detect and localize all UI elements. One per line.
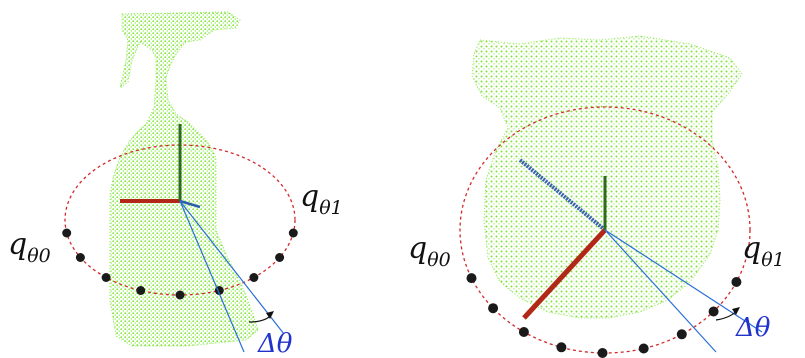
viewpoint-marker <box>488 303 498 313</box>
viewpoint-marker <box>275 253 284 262</box>
label-q-theta0: qθ0 <box>8 227 51 267</box>
label-q-theta1: qθ1 <box>742 231 785 271</box>
panel-spray-bottle: qθ0 qθ1 Δθ <box>8 12 343 358</box>
label-q-theta0: qθ0 <box>408 231 451 271</box>
label-delta-theta: Δθ <box>735 313 771 343</box>
viewpoint-marker <box>176 291 185 300</box>
label-q-theta1: qθ1 <box>300 179 343 219</box>
viewpoint-marker <box>639 344 649 354</box>
mug-point-cloud <box>472 36 742 318</box>
label-delta-theta: Δθ <box>257 329 293 358</box>
viewpoint-marker <box>76 253 85 262</box>
viewpoint-marker <box>519 327 529 337</box>
viewpoint-marker <box>249 273 258 282</box>
viewpoint-marker <box>598 348 608 358</box>
viewpoint-marker <box>102 273 111 282</box>
viewpoint-marker <box>709 307 719 317</box>
viewpoint-marker <box>731 277 741 287</box>
panel-mug: qθ0 qθ1 Δθ <box>408 36 785 358</box>
viewpoint-marker <box>556 342 566 352</box>
viewpoint-marker <box>467 273 477 283</box>
viewpoint-marker <box>62 229 71 238</box>
viewpoint-marker <box>136 286 145 295</box>
viewpoint-marker <box>289 229 298 238</box>
viewpoint-marker <box>677 329 687 339</box>
